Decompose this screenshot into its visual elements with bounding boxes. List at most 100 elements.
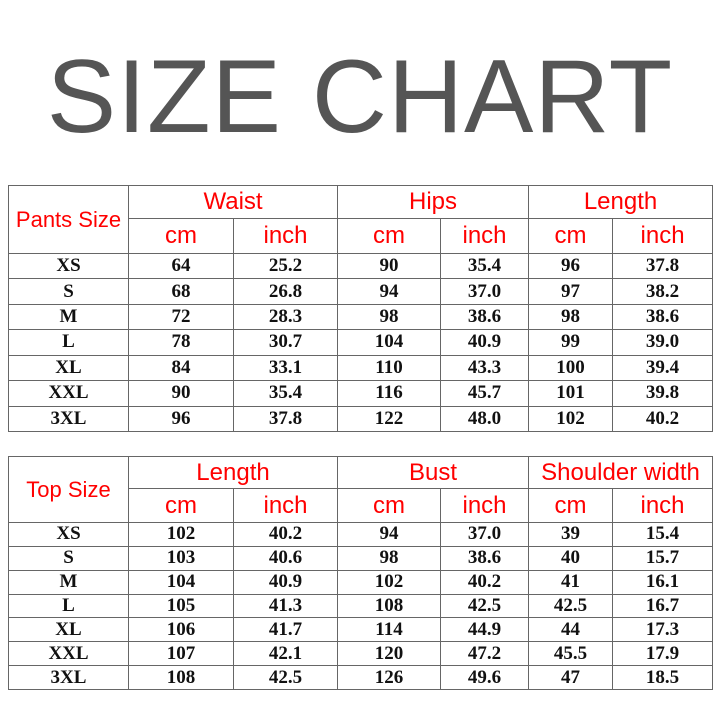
value-cell: 25.2 (232, 252, 339, 280)
value-cell: 72 (128, 303, 234, 331)
value-cell: 49.6 (440, 665, 529, 690)
value-cell: 68 (128, 278, 234, 305)
value-cell: 18.5 (611, 665, 714, 690)
value-cell: 105 (128, 593, 234, 619)
size-cell: M (8, 303, 129, 331)
size-cell: XS (8, 252, 129, 280)
table-row: XL 106 41.7 114 44.9 44 17.3 (8, 617, 714, 643)
size-cell: XL (8, 354, 129, 382)
value-cell: 96 (128, 405, 234, 433)
value-cell: 39.4 (612, 354, 714, 382)
value-cell: 35.4 (232, 380, 339, 407)
group-header: Length (128, 456, 338, 489)
size-cell: S (8, 278, 129, 305)
value-cell: 15.7 (611, 545, 714, 571)
unit-header: inch (440, 488, 529, 523)
value-cell: 107 (128, 641, 234, 667)
table-row: M 72 28.3 98 38.6 98 38.6 (8, 303, 714, 331)
top-size-table: Top Size Length Bust Shoulder width cm inch cm… (8, 456, 714, 690)
value-cell: 114 (337, 617, 441, 643)
unit-header: cm (528, 488, 613, 523)
value-cell: 39.0 (612, 329, 714, 356)
value-cell: 38.6 (440, 303, 530, 331)
value-cell: 33.1 (232, 354, 339, 382)
unit-header: cm (128, 488, 234, 523)
value-cell: 17.9 (611, 641, 714, 667)
value-cell: 45.5 (528, 641, 613, 667)
value-cell: 40.2 (233, 522, 338, 547)
size-cell: M (8, 569, 129, 595)
value-cell: 90 (337, 252, 442, 280)
size-cell: XS (8, 522, 129, 547)
value-cell: 64 (128, 252, 234, 280)
value-cell: 42.5 (440, 593, 529, 619)
value-cell: 98 (528, 303, 614, 331)
value-cell: 103 (128, 545, 234, 571)
value-cell: 30.7 (232, 329, 339, 356)
size-cell: 3XL (8, 665, 129, 690)
value-cell: 40.9 (233, 569, 338, 595)
value-cell: 44 (528, 617, 613, 643)
value-cell: 40.2 (440, 569, 529, 595)
value-cell: 110 (337, 354, 442, 382)
group-header: Length (528, 185, 714, 219)
value-cell: 98 (337, 303, 442, 331)
value-cell: 45.7 (440, 380, 530, 407)
value-cell: 126 (337, 665, 441, 690)
value-cell: 116 (337, 380, 442, 407)
table-row: L 105 41.3 108 42.5 42.5 16.7 (8, 593, 714, 619)
value-cell: 108 (128, 665, 234, 690)
unit-header: inch (612, 218, 714, 254)
group-header: Shoulder width (527, 456, 714, 489)
value-cell: 28.3 (232, 303, 339, 331)
table-row: S 68 26.8 94 37.0 97 38.2 (8, 278, 714, 305)
table-row: XXL 90 35.4 116 45.7 101 39.8 (8, 380, 714, 407)
table-row: XL 84 33.1 110 43.3 100 39.4 (8, 354, 714, 382)
value-cell: 35.4 (440, 252, 530, 280)
value-cell: 104 (128, 569, 234, 595)
unit-header: cm (337, 218, 442, 254)
value-cell: 37.0 (440, 278, 530, 305)
value-cell: 99 (528, 329, 614, 356)
group-header: Hips (337, 185, 530, 219)
unit-header: inch (611, 488, 714, 523)
group-header-row: Pants Size Waist Hips Length (8, 185, 714, 254)
value-cell: 94 (337, 522, 441, 547)
value-cell: 38.2 (612, 278, 714, 305)
value-cell: 122 (337, 405, 442, 433)
value-cell: 42.5 (233, 665, 338, 690)
size-cell: L (8, 329, 129, 356)
size-label: Pants Size (8, 185, 129, 254)
value-cell: 84 (128, 354, 234, 382)
value-cell: 94 (337, 278, 442, 305)
value-cell: 47.2 (440, 641, 529, 667)
value-cell: 15.4 (611, 522, 714, 547)
value-cell: 102 (128, 522, 234, 547)
value-cell: 39 (528, 522, 613, 547)
size-cell: S (8, 545, 129, 571)
value-cell: 37.8 (612, 252, 714, 280)
unit-header: cm (337, 488, 441, 523)
unit-header: inch (232, 218, 339, 254)
value-cell: 42.5 (528, 593, 613, 619)
value-cell: 108 (337, 593, 441, 619)
value-cell: 16.1 (611, 569, 714, 595)
table-row: XXL 107 42.1 120 47.2 45.5 17.9 (8, 641, 714, 667)
group-header-row: Top Size Length Bust Shoulder width (8, 456, 714, 523)
value-cell: 16.7 (611, 593, 714, 619)
unit-header: cm (528, 218, 614, 254)
unit-header: inch (440, 218, 530, 254)
value-cell: 40.6 (233, 545, 338, 571)
value-cell: 41.7 (233, 617, 338, 643)
unit-header: cm (128, 218, 234, 254)
value-cell: 42.1 (233, 641, 338, 667)
value-cell: 104 (337, 329, 442, 356)
unit-header: inch (233, 488, 338, 523)
size-cell: XXL (8, 380, 129, 407)
value-cell: 17.3 (611, 617, 714, 643)
value-cell: 43.3 (440, 354, 530, 382)
table-row: S 103 40.6 98 38.6 40 15.7 (8, 545, 714, 571)
unit-header-row: cm inch cm inch cm inch (9, 488, 714, 523)
value-cell: 37.8 (232, 405, 339, 433)
table-row: 3XL 96 37.8 122 48.0 102 40.2 (8, 405, 714, 433)
